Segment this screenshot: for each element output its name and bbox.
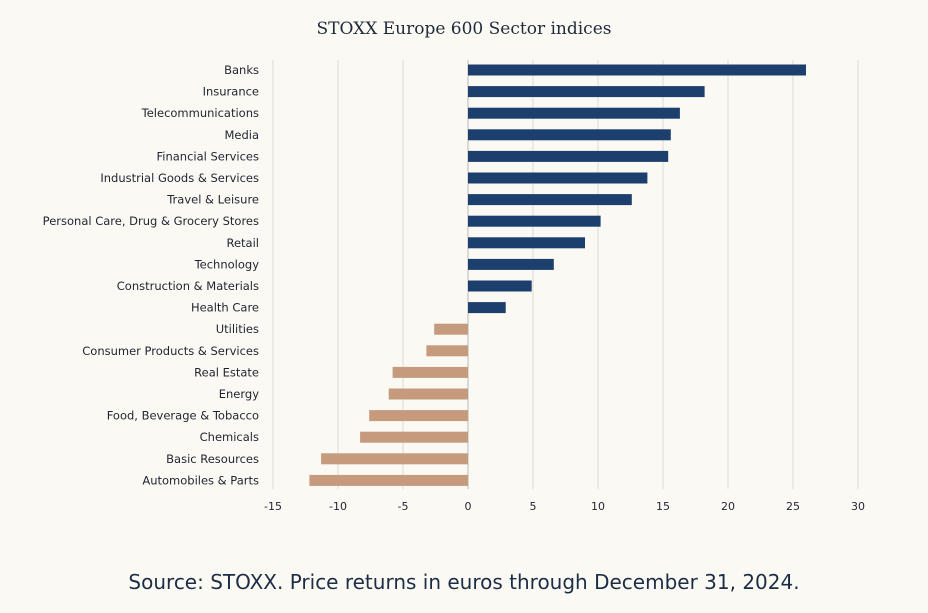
source-note: Source: STOXX. Price returns in euros th…: [128, 570, 800, 594]
x-tick-label: 30: [851, 500, 865, 513]
category-label: Construction & Materials: [117, 279, 259, 293]
category-label: Industrial Goods & Services: [100, 171, 259, 185]
x-tick-label: 20: [721, 500, 735, 513]
bar: [468, 150, 669, 162]
bar: [468, 86, 705, 98]
x-tick-label: 25: [786, 500, 800, 513]
bar: [360, 431, 468, 443]
bars: [309, 64, 806, 486]
bar: [468, 258, 554, 270]
category-label: Financial Services: [156, 149, 259, 163]
category-label: Travel & Leisure: [166, 193, 259, 207]
x-tick-label: 15: [656, 500, 670, 513]
bar: [392, 366, 468, 378]
x-tick-label: -15: [264, 500, 282, 513]
category-label: Telecommunications: [141, 106, 259, 120]
category-label: Personal Care, Drug & Grocery Stores: [43, 214, 259, 228]
x-tick-label: 5: [530, 500, 537, 513]
category-label: Food, Beverage & Tobacco: [107, 409, 259, 423]
category-label: Automobiles & Parts: [142, 473, 259, 487]
gridlines: [272, 60, 859, 489]
bar: [468, 215, 601, 227]
bar: [434, 323, 468, 335]
x-axis-ticks: -15 -10 -5 0 5 10 15 20 25 30: [264, 500, 865, 513]
bar: [468, 129, 671, 141]
bar: [388, 388, 468, 400]
x-tick-label: 10: [591, 500, 605, 513]
category-label: Consumer Products & Services: [82, 344, 259, 358]
bar: [309, 474, 468, 486]
category-label: Insurance: [203, 85, 259, 99]
bar: [468, 107, 680, 119]
bar: [468, 172, 648, 184]
bar: [468, 64, 806, 76]
category-label: Banks: [224, 63, 259, 77]
x-tick-label: -10: [329, 500, 347, 513]
category-label: Basic Resources: [166, 452, 259, 466]
bar: [369, 410, 468, 422]
bar: [468, 194, 632, 206]
category-label: Health Care: [191, 301, 259, 315]
category-label: Energy: [219, 387, 259, 401]
bar: [468, 237, 585, 249]
category-labels: Banks Insurance Telecommunications Media Fin…: [43, 63, 260, 487]
bar: [321, 453, 468, 465]
category-label: Retail: [227, 236, 260, 250]
chart-title: STOXX Europe 600 Sector indices: [316, 19, 612, 39]
bar: [426, 345, 468, 357]
category-label: Technology: [194, 257, 260, 271]
bar: [468, 302, 506, 314]
category-label: Chemicals: [200, 430, 259, 444]
category-label: Utilities: [216, 322, 259, 336]
x-tick-label: -5: [398, 500, 409, 513]
category-label: Real Estate: [194, 365, 259, 379]
x-tick-label: 0: [465, 500, 472, 513]
bar: [468, 280, 532, 292]
category-label: Media: [224, 128, 259, 142]
